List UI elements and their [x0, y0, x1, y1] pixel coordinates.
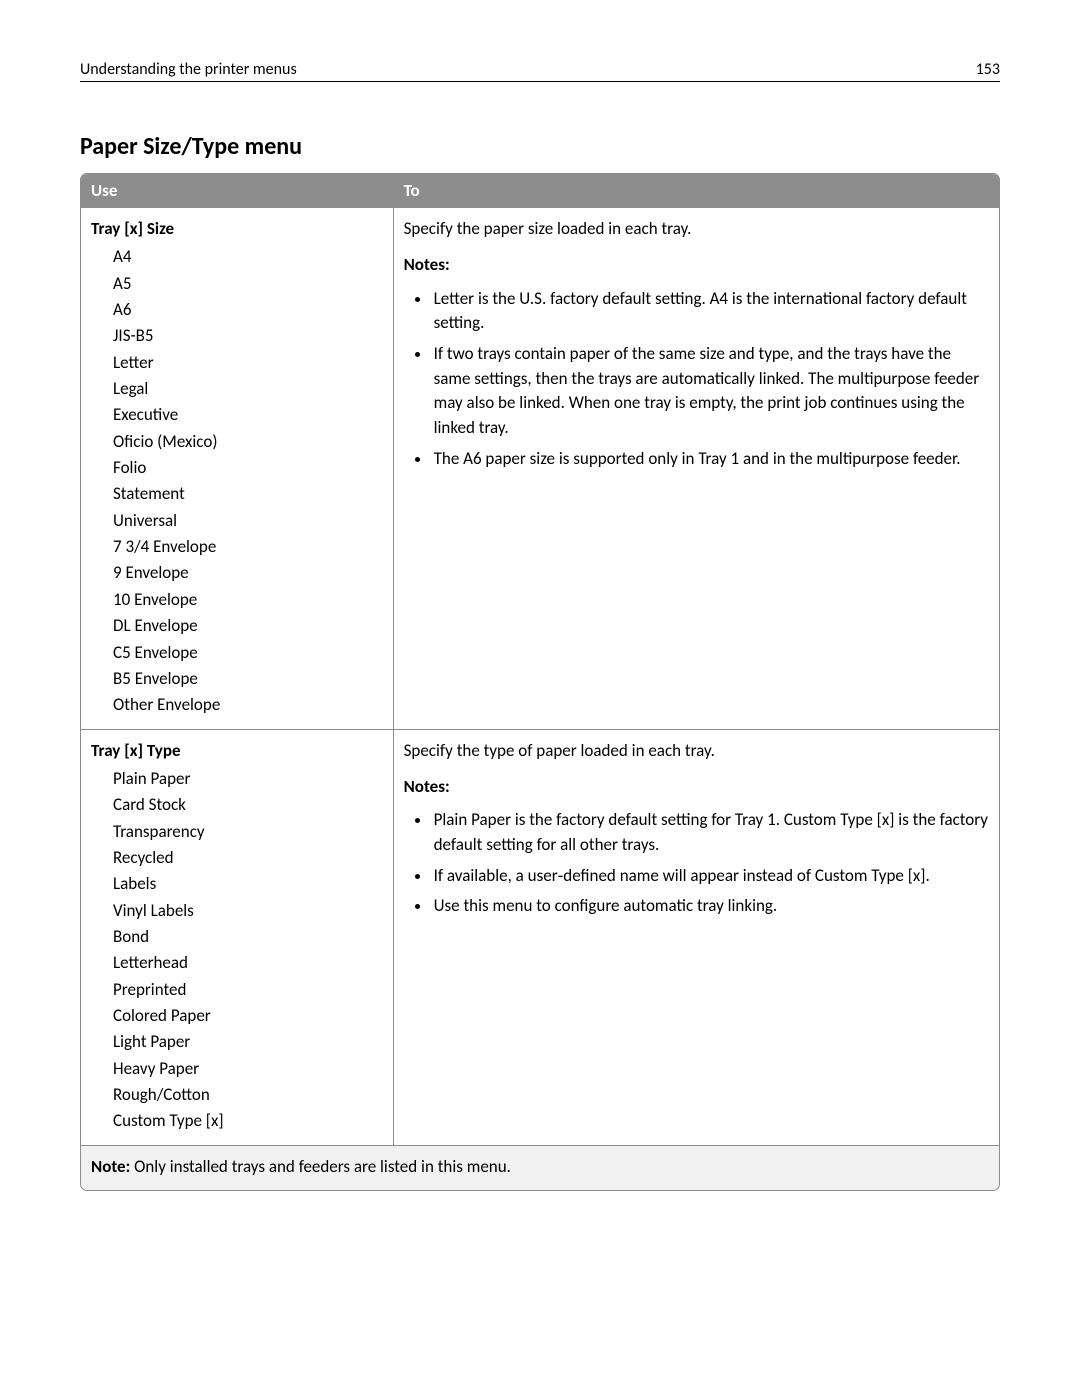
to-cell: Specify the type of paper loaded in each…	[393, 729, 999, 1145]
list-item: Plain Paper	[113, 766, 383, 792]
note-item: The A6 paper size is supported only in T…	[432, 447, 989, 472]
table-header-row: Use To	[81, 174, 999, 208]
menu-table-wrapper: Use To Tray [x] Size A4 A5 A6 JIS-B5 Let…	[80, 173, 1000, 1191]
list-item: Heavy Paper	[113, 1056, 383, 1082]
notes-list: Plain Paper is the factory default setti…	[404, 808, 989, 919]
list-item: Letter	[113, 350, 383, 376]
footnote-label: Note:	[91, 1156, 130, 1177]
list-item: A4	[113, 244, 383, 270]
list-item: Colored Paper	[113, 1003, 383, 1029]
list-item: Light Paper	[113, 1029, 383, 1055]
list-item: Letterhead	[113, 950, 383, 976]
list-item: Card Stock	[113, 792, 383, 818]
list-item: Vinyl Labels	[113, 898, 383, 924]
use-list: Plain Paper Card Stock Transparency Recy…	[91, 766, 383, 1135]
list-item: Executive	[113, 402, 383, 428]
use-cell: Tray [x] Type Plain Paper Card Stock Tra…	[81, 729, 393, 1145]
note-item: Use this menu to configure automatic tra…	[432, 894, 989, 919]
note-item: Letter is the U.S. factory default setti…	[432, 287, 989, 336]
col-header-to: To	[393, 174, 999, 208]
table-row: Tray [x] Type Plain Paper Card Stock Tra…	[81, 729, 999, 1145]
list-item: Custom Type [x]	[113, 1108, 383, 1134]
list-item: 10 Envelope	[113, 587, 383, 613]
use-list: A4 A5 A6 JIS-B5 Letter Legal Executive O…	[91, 244, 383, 718]
menu-table: Use To Tray [x] Size A4 A5 A6 JIS-B5 Let…	[81, 174, 999, 1190]
list-item: JIS-B5	[113, 323, 383, 349]
use-cell: Tray [x] Size A4 A5 A6 JIS-B5 Letter Leg…	[81, 208, 393, 730]
footnote-text: Only installed trays and feeders are lis…	[130, 1156, 511, 1177]
header-title: Understanding the printer menus	[80, 60, 297, 79]
list-item: Statement	[113, 481, 383, 507]
to-description: Specify the type of paper loaded in each…	[404, 738, 989, 764]
list-item: Preprinted	[113, 977, 383, 1003]
list-item: Other Envelope	[113, 692, 383, 718]
list-item: Bond	[113, 924, 383, 950]
footnote-cell: Note: Only installed trays and feeders a…	[81, 1145, 999, 1190]
to-description: Specify the paper size loaded in each tr…	[404, 216, 989, 242]
list-item: Universal	[113, 508, 383, 534]
list-item: Recycled	[113, 845, 383, 871]
to-cell: Specify the paper size loaded in each tr…	[393, 208, 999, 730]
notes-label: Notes:	[404, 252, 989, 278]
use-heading: Tray [x] Size	[91, 216, 383, 242]
list-item: Transparency	[113, 819, 383, 845]
list-item: C5 Envelope	[113, 640, 383, 666]
note-item: If two trays contain paper of the same s…	[432, 342, 989, 441]
list-item: Rough/Cotton	[113, 1082, 383, 1108]
use-heading: Tray [x] Type	[91, 738, 383, 764]
page-header: Understanding the printer menus 153	[80, 60, 1000, 82]
section-heading: Paper Size/Type menu	[80, 132, 1000, 161]
list-item: Folio	[113, 455, 383, 481]
note-item: If available, a user‑defined name will a…	[432, 864, 989, 889]
list-item: A6	[113, 297, 383, 323]
col-header-use: Use	[81, 174, 393, 208]
page-number: 153	[976, 60, 1000, 79]
table-row: Tray [x] Size A4 A5 A6 JIS-B5 Letter Leg…	[81, 208, 999, 730]
notes-list: Letter is the U.S. factory default setti…	[404, 287, 989, 471]
list-item: A5	[113, 271, 383, 297]
list-item: Legal	[113, 376, 383, 402]
list-item: DL Envelope	[113, 613, 383, 639]
list-item: Oficio (Mexico)	[113, 429, 383, 455]
table-footnote-row: Note: Only installed trays and feeders a…	[81, 1145, 999, 1190]
list-item: 7 3/4 Envelope	[113, 534, 383, 560]
list-item: Labels	[113, 871, 383, 897]
note-item: Plain Paper is the factory default setti…	[432, 808, 989, 857]
list-item: 9 Envelope	[113, 560, 383, 586]
list-item: B5 Envelope	[113, 666, 383, 692]
notes-label: Notes:	[404, 774, 989, 800]
